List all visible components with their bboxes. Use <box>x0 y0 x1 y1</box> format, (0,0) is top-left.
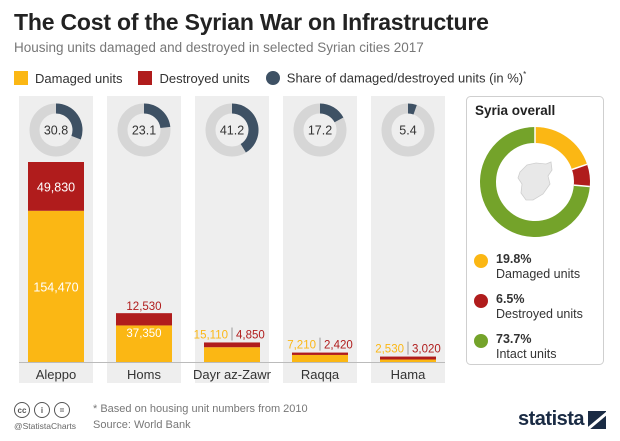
legend-share-swatch <box>265 70 280 85</box>
share-label-hama: 5.4 <box>399 124 416 138</box>
legend-destroyed-swatch <box>138 71 153 85</box>
share-arc-raqqa <box>319 103 344 123</box>
share-label-dayr-az-zawr: 41.2 <box>220 124 244 138</box>
value-damaged-hama: 2,530 <box>375 344 404 356</box>
value-damaged-homs: 37,350 <box>126 328 161 340</box>
category-label-homs: Homs <box>127 367 161 382</box>
column-bg-raqqa <box>283 96 357 383</box>
value-destroyed-hama: 3,020 <box>412 344 441 356</box>
overall-separator-intact <box>573 184 590 188</box>
source-note: Source: World Bank <box>93 419 191 431</box>
overall-damaged-pct: 19.8% <box>496 252 532 266</box>
bar-damaged-hama <box>380 359 436 362</box>
category-label-aleppo: Aleppo <box>36 367 76 382</box>
bar-damaged-raqqa <box>292 354 348 362</box>
overall-arc-damaged <box>534 127 588 170</box>
overall-intact-pct: 73.7% <box>496 332 532 346</box>
no-derivatives-icon: = <box>54 402 70 418</box>
bar-destroyed-aleppo <box>28 162 84 211</box>
overall-legend-destroyed-dot <box>474 294 488 308</box>
bar-damaged-dayr-az-zawr <box>204 347 260 362</box>
social-handle: @StatistaCharts <box>14 421 77 431</box>
legend-damaged-label: Damaged units <box>35 70 123 86</box>
value-damaged-aleppo: 154,470 <box>33 280 78 294</box>
license-icons: cc i = <box>14 402 74 418</box>
share-arc-homs <box>143 103 171 129</box>
legend-share-asterisk: * <box>523 70 527 80</box>
overall-legend-damaged-dot <box>474 254 488 268</box>
overall-destroyed-pct: 6.5% <box>496 292 525 306</box>
overall-separator-destroyed <box>571 163 588 171</box>
bar-destroyed-dayr-az-zawr <box>204 342 260 348</box>
syria-overall-title: Syria overall <box>475 103 556 118</box>
footnote: * Based on housing unit numbers from 201… <box>93 403 308 415</box>
overall-arc-destroyed <box>571 164 590 187</box>
overall-intact-label: Intact units <box>496 347 557 361</box>
legend-damaged: Damaged units <box>14 71 122 86</box>
legend-damaged-swatch <box>14 71 28 85</box>
syria-map-icon <box>517 161 553 201</box>
share-arc-hama <box>407 103 417 115</box>
category-label-dayr-az-zawr: Dayr az-Zawr <box>193 367 272 382</box>
statista-logo: statista <box>518 408 607 431</box>
cc-icon: cc <box>14 402 30 418</box>
share-arc-aleppo <box>55 103 83 140</box>
bar-damaged-aleppo <box>28 210 84 362</box>
value-destroyed-homs: 12,530 <box>126 301 161 313</box>
legend-destroyed-label: Destroyed units <box>159 70 250 86</box>
share-arc-dayr-az-zawr <box>231 103 259 153</box>
value-destroyed-raqqa: 2,420 <box>324 340 353 352</box>
column-bg-hama <box>371 96 445 383</box>
share-label-raqqa: 17.2 <box>308 124 332 138</box>
legend: Damaged units Destroyed units Share of d… <box>14 68 542 88</box>
legend-share-label: Share of damaged/destroyed units (in %)* <box>287 70 526 85</box>
overall-destroyed-label: Destroyed units <box>496 307 583 321</box>
legend-share-text: Share of damaged/destroyed units (in %) <box>286 70 524 86</box>
chart-subtitle: Housing units damaged and destroyed in s… <box>14 40 424 55</box>
overall-legend-intact-dot <box>474 334 488 348</box>
value-damaged-raqqa: 7,210 <box>287 340 316 352</box>
brand-mark-icon <box>588 410 607 429</box>
brand-wordmark: statista <box>518 408 585 430</box>
value-damaged-dayr-az-zawr: 15,110 <box>194 329 228 341</box>
bar-destroyed-homs <box>116 313 172 326</box>
overall-legend-intact: 73.7% Intact units <box>474 332 556 362</box>
legend-share: Share of damaged/destroyed units (in %)* <box>265 70 526 86</box>
category-label-hama: Hama <box>391 367 426 382</box>
category-label-raqqa: Raqqa <box>301 367 340 382</box>
overall-legend-destroyed: 6.5% Destroyed units <box>474 292 583 322</box>
overall-damaged-label: Damaged units <box>496 267 581 281</box>
share-label-homs: 23.1 <box>132 124 156 138</box>
chart-title: The Cost of the Syrian War on Infrastruc… <box>14 9 489 35</box>
bar-destroyed-hama <box>380 356 436 360</box>
attribution-icon: i <box>34 402 50 418</box>
overall-arc-intact <box>480 127 590 237</box>
share-label-aleppo: 30.8 <box>44 124 68 138</box>
bar-damaged-homs <box>116 325 172 362</box>
legend-destroyed: Destroyed units <box>138 70 250 86</box>
value-destroyed-dayr-az-zawr: 4,850 <box>236 329 265 341</box>
overall-legend-damaged: 19.8% Damaged units <box>474 252 580 282</box>
bar-destroyed-raqqa <box>292 352 348 355</box>
value-destroyed-aleppo: 49,830 <box>37 180 75 194</box>
